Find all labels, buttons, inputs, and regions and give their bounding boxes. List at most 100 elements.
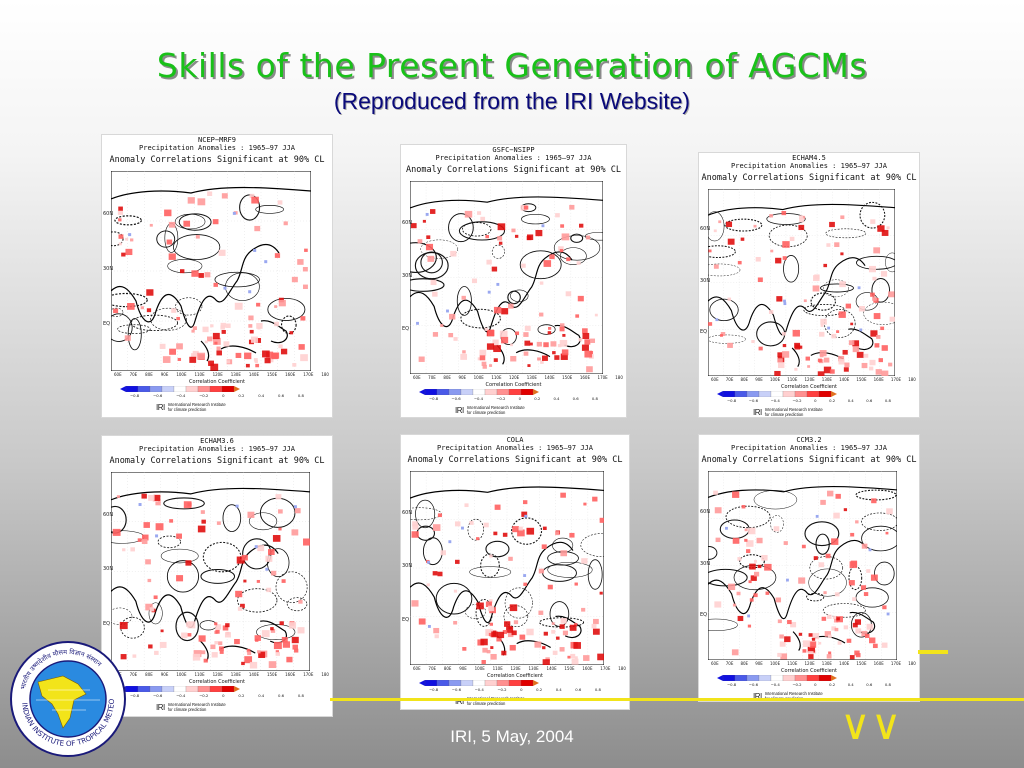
panel-model-name: CCM3.2 [796,436,822,444]
colorbar-tick-label: −0.8 [429,396,439,401]
colorbar-tick-label: −0.6 [153,693,163,698]
map-x-tick-label: 170E [303,372,314,377]
panel-model-name: ECHAM3.6 [200,437,234,445]
map-x-tick-label: 60E [413,375,421,380]
slide-subtitle: (Reproduced from the IRI Website) [333,88,691,114]
map-x-tick-label: 140E [544,375,555,380]
colorbar-tick-label: 0.8 [594,687,601,692]
map-x-tick-label: 140E [839,377,850,382]
colorbar-tick-label: 0.2 [534,396,541,401]
colorbar-tick-label: −0.2 [199,393,209,398]
map-x-tick-label: 180 [615,375,623,380]
map-x-tick-label: 60E [114,372,122,377]
model-panel-gsfc-nsipp: GSFC−NSIPP Precipitation Anomalies : 196… [400,144,627,418]
map-x-tick-label: 130E [821,377,832,382]
map-x-tick-label: 100E [474,666,485,671]
map-x-tick-label: 60E [711,377,719,382]
panel-subtitle: Precipitation Anomalies : 1965–97 JJA [139,445,295,453]
map-x-tick-label: 160E [873,661,884,666]
model-panel-echam36: ECHAM3.6 Precipitation Anomalies : 1965–… [101,435,333,717]
colorbar-tick-label: 0.6 [278,693,285,698]
map-x-tick-label: 110E [787,661,798,666]
colorbar-tick-label: 0.4 [258,693,265,698]
model-panel-cola: COLA Precipitation Anomalies : 1965–97 J… [400,434,630,710]
correlation-colorbar [419,680,539,686]
colorbar-tick-label: −0.4 [473,396,484,401]
map-y-tick-label: 60N [700,226,711,233]
iri-logo-icon: IRI [156,402,165,412]
map-x-tick-label: 90E [160,372,169,377]
iri-logo-icon: IRI [455,405,464,415]
map-y-tick-label: 60N [103,211,114,217]
panel-model-name: COLA [506,436,524,444]
colorbar-tick-label: 0.4 [847,682,854,687]
map-x-tick-label: 60E [711,661,719,666]
panel-subtitle: Precipitation Anomalies : 1965–97 JJA [731,444,887,452]
map-x-tick-label: 150E [564,666,575,671]
colorbar-tick-label: 0 [520,687,523,692]
map-x-tick-label: 170E [890,661,902,666]
map-x-tick-label: 80E [740,661,749,666]
colorbar-tick-label: 0.8 [297,393,304,398]
map-y-tick-label: 30N [402,272,413,279]
colorbar-tick-label: −0.8 [727,398,737,403]
colorbar-title: Correlation Coefficient [487,673,543,679]
map-x-tick-label: 130E [230,672,241,677]
map-x-tick-label: 80E [443,375,451,380]
map-x-tick-label: 70E [725,661,734,666]
panel-significance-label: Anomaly Correlations Significant at 90% … [406,165,621,175]
map-x-tick-label: 180 [908,377,916,382]
map-x-tick-label: 100E [473,375,484,380]
colorbar-tick-labels: −0.8 −0.6 −0.4 −0.2 0 0.2 0.4 0.6 0.8 [429,687,601,692]
map-x-tick-label: 150E [266,372,278,377]
map-x-tick-label: 130E [230,372,241,377]
colorbar-tick-label: 0.6 [866,398,873,403]
slide-title: Skills of the Present Generation of AGCM… [156,46,868,85]
colorbar-tick-label: 0.8 [884,398,891,403]
colorbar-tick-label: 0 [222,693,225,698]
iri-credit: IRI International Research Institute for… [455,403,525,417]
colorbar-tick-label: 0.4 [258,393,265,398]
panel-significance-label: Anomaly Correlations Significant at 90% … [701,173,917,183]
map-x-tick-label: 140E [839,661,850,666]
model-panel-ncep-mrf9: NCEP−MRF9 Precipitation Anomalies : 1965… [101,134,333,418]
iri-name-line2: for climate prediction [167,407,207,412]
colorbar-tick-label: −0.4 [770,682,780,687]
decorative-bar [918,650,948,654]
map-x-tick-label: 70E [725,377,734,382]
map-x-tick-label: 90E [755,661,763,666]
map-y-tick-label: 30N [402,563,413,570]
colorbar-tick-label: 0 [518,396,522,401]
map-x-tick-label: 110E [491,375,502,380]
colorbar-tick-label: −0.2 [792,682,802,687]
map-x-tick-labels: 60E 70E 80E 90E 100E 110E 120E 130E 140E 150E 160E… [413,666,626,673]
iri-name-line2: for climate prediction [466,701,506,706]
map-x-tick-label: 110E [194,372,205,377]
colorbar-tick-label: −0.4 [474,687,484,692]
correlation-colorbar [120,386,240,392]
iri-credit: IRI International Research Institute for… [156,400,226,414]
map-y-tick-label: 30N [700,560,711,567]
colorbar-tick-label: −0.6 [153,393,163,398]
map-x-tick-label: 120E [212,672,223,677]
iri-credit: IRI International Research Institute for… [753,405,823,419]
map-x-tick-label: 160E [285,672,296,677]
correlation-colorbar [419,389,539,395]
map-x-tick-label: 150E [856,377,867,382]
map-x-tick-label: 80E [145,372,153,377]
map-x-tick-label: 110E [492,666,503,671]
colorbar-tick-label: −0.4 [176,693,186,698]
iri-logo-icon: IRI [156,702,165,712]
colorbar-tick-label: 0.6 [866,682,873,687]
colorbar-tick-label: 0 [814,682,817,687]
colorbar-tick-label: −0.8 [727,682,737,687]
iri-name-line2: for climate prediction [167,707,207,712]
colorbar-tick-label: 0.6 [572,396,579,401]
map-x-tick-label: 130E [528,666,539,671]
map-x-tick-label: 70E [428,666,437,671]
colorbar-tick-label: −0.2 [496,396,506,401]
colorbar-tick-labels: −0.8 −0.6 −0.4 −0.2 0 0.2 0.4 0.6 0.8 [130,393,304,398]
map-x-tick-label: 160E [582,666,593,671]
precipitation-anomaly-map [708,471,897,660]
map-x-tick-labels: 60E 70E 80E 90E 100E 110E 120E 130E 140E 150E 160E… [711,661,916,668]
